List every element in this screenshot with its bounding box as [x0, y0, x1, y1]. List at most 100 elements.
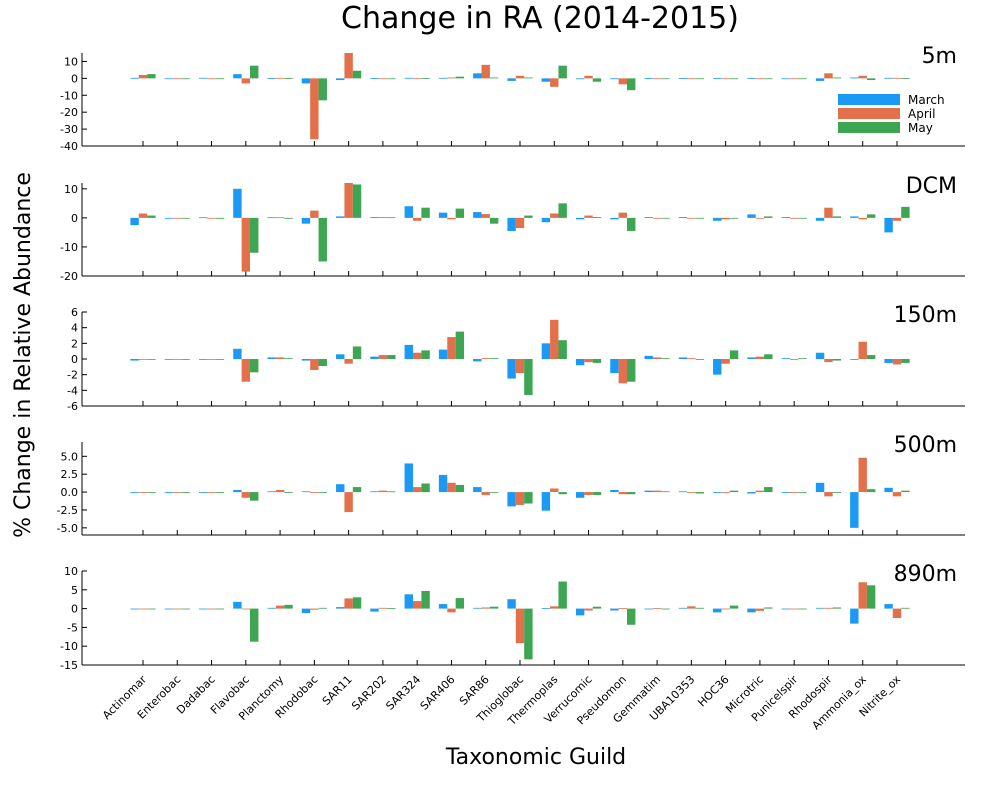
bar-may-sar86: [489, 606, 499, 609]
bar-march-sar11: [336, 216, 345, 218]
y-tick-label: -10: [60, 241, 78, 254]
bar-may-thioglobac: [524, 215, 533, 218]
x-tick-label: SAR406: [418, 673, 458, 713]
bar-may-sar11: [352, 487, 362, 493]
bar-march-planctomy: [267, 357, 276, 359]
bar-april-nitrite_ox: [892, 217, 902, 221]
bar-april-enterobac: [173, 359, 182, 360]
series-may: [147, 65, 910, 101]
bar-april-sar86: [481, 214, 490, 218]
bar-march-sar86: [473, 607, 482, 609]
bar-march-punicelspir: [781, 217, 790, 218]
bar-may-enterobac: [181, 359, 190, 360]
bar-march-punicelspir: [781, 608, 790, 610]
bar-may-sar202: [387, 217, 396, 219]
bar-march-planctomy: [267, 607, 276, 609]
bar-may-pseudomon: [627, 217, 636, 231]
bar-march-thioglobac: [507, 599, 516, 609]
bar-april-pseudomon: [618, 78, 628, 85]
bar-april-uba10353: [687, 606, 696, 609]
bar-may-sar86: [489, 77, 499, 79]
bar-may-planctomy: [284, 492, 293, 493]
bar-april-gemmatim: [652, 490, 662, 493]
bar-april-dadabac: [207, 78, 216, 80]
bar-april-flavobac: [241, 359, 251, 382]
bar-may-sar11: [352, 70, 362, 79]
bar-march-ammonia_ox: [850, 492, 859, 528]
bar-april-uba10353: [687, 492, 696, 493]
bar-april-ammonia_ox: [858, 75, 867, 79]
bar-may-pseudomon: [627, 78, 636, 91]
panel-depth-label: 890m: [894, 562, 957, 587]
bar-april-sar86: [481, 64, 490, 79]
bar-march-planctomy: [267, 78, 276, 79]
bar-march-actinomar: [130, 359, 139, 361]
bar-march-sar406: [438, 349, 448, 359]
bar-march-nitrite_ox: [884, 604, 893, 609]
bar-april-sar86: [481, 607, 490, 609]
bar-april-sar406: [447, 608, 456, 613]
bar-may-actinomar: [147, 359, 156, 360]
bar-april-sar11: [344, 53, 353, 79]
bar-may-sar11: [352, 184, 362, 218]
bar-march-verrucomic: [575, 608, 585, 616]
bar-may-uba10353: [695, 359, 704, 360]
y-tick-label: -10: [60, 89, 78, 102]
bar-march-enterobac: [164, 608, 174, 610]
bar-may-nitrite_ox: [901, 607, 910, 609]
bar-april-ammonia_ox: [858, 341, 867, 359]
bar-april-dadabac: [207, 359, 216, 360]
bar-march-actinomar: [130, 608, 139, 610]
bar-april-microtric: [755, 356, 765, 359]
bar-may-sar202: [387, 78, 396, 80]
bar-may-flavobac: [250, 608, 259, 642]
bar-may-hoc36: [729, 490, 739, 493]
bar-march-sar202: [370, 356, 379, 359]
bar-april-punicelspir: [789, 359, 799, 360]
bar-april-sar202: [378, 607, 388, 609]
y-tick-label: 4: [71, 322, 78, 335]
x-tick-label: SAR202: [349, 673, 389, 713]
bar-march-enterobac: [164, 492, 174, 493]
bar-march-dadabac: [198, 492, 208, 493]
bar-march-ammonia_ox: [850, 216, 859, 218]
bar-march-sar324: [404, 463, 413, 493]
bar-april-sar86: [481, 358, 490, 360]
bar-may-verrucomic: [592, 492, 602, 495]
bar-may-pseudomon: [627, 608, 636, 625]
y-tick-label: 10: [64, 565, 78, 578]
panel-depth-label: DCM: [906, 174, 957, 199]
series-may: [147, 184, 910, 262]
bar-march-flavobac: [233, 489, 242, 493]
bar-may-sar202: [387, 491, 396, 493]
bar-april-hoc36: [721, 608, 730, 610]
chart-title: Change in RA (2014-2015): [341, 1, 739, 36]
bar-may-punicelspir: [798, 78, 807, 80]
bar-may-dadabac: [215, 608, 225, 610]
bar-may-nitrite_ox: [901, 78, 910, 79]
bar-may-thermoplas: [558, 203, 567, 218]
bar-march-hoc36: [713, 217, 722, 221]
bar-may-gemmatim: [661, 358, 670, 360]
bar-april-rhodospir: [824, 207, 833, 218]
bar-april-gemmatim: [652, 78, 662, 80]
bar-may-gemmatim: [661, 608, 670, 610]
bar-april-pseudomon: [618, 212, 628, 218]
bar-march-ammonia_ox: [850, 77, 859, 79]
bar-march-pseudomon: [610, 359, 619, 374]
series-may: [147, 483, 910, 504]
bar-march-thioglobac: [507, 359, 516, 379]
bar-may-rhodospir: [832, 77, 842, 79]
bar-march-rhodospir: [815, 607, 825, 609]
bar-april-actinomar: [138, 608, 148, 610]
bar-april-actinomar: [138, 359, 148, 360]
bar-march-gemmatim: [644, 355, 653, 359]
bar-march-enterobac: [164, 217, 174, 219]
bar-may-sar202: [387, 608, 396, 610]
bar-may-nitrite_ox: [901, 206, 910, 218]
bar-march-sar324: [404, 77, 413, 79]
bar-may-planctomy: [284, 217, 293, 219]
bar-may-verrucomic: [592, 359, 602, 363]
bar-april-verrucomic: [584, 492, 593, 495]
bar-may-sar202: [387, 355, 396, 359]
